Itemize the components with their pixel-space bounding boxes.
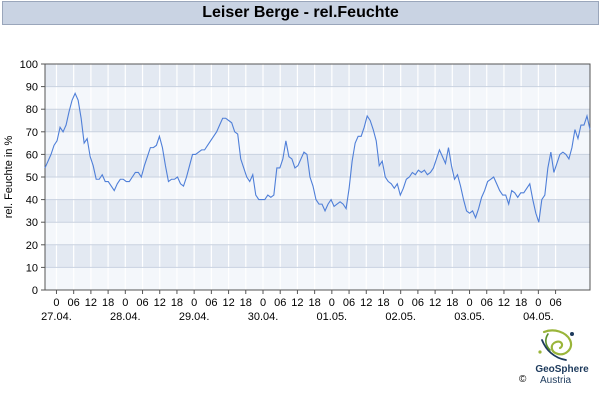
- x-tick-label: 18: [309, 297, 321, 309]
- y-tick-label: 20: [26, 240, 38, 252]
- plot-band: [45, 64, 590, 87]
- x-tick-label: 06: [136, 297, 148, 309]
- logo-name: GeoSphere: [535, 364, 589, 375]
- plot-band: [45, 267, 590, 290]
- date-label: 02.05.: [385, 311, 416, 323]
- copyright-mark: ©: [519, 374, 527, 385]
- chart-title: Leiser Berge - rel.Feuchte: [202, 4, 399, 21]
- y-tick-label: 10: [26, 262, 38, 274]
- x-tick-label: 06: [343, 297, 355, 309]
- x-tick-label: 06: [549, 297, 561, 309]
- y-tick-label: 40: [26, 195, 38, 207]
- x-tick-label: 12: [360, 297, 372, 309]
- y-tick-label: 90: [26, 82, 38, 94]
- date-labels: 27.04. 28.04. 29.04. 30.04. 01.05. 02.05. 03.0…: [41, 311, 553, 323]
- x-tick-label: 06: [205, 297, 217, 309]
- plot-band: [45, 199, 590, 223]
- date-label: 03.05.: [454, 311, 485, 323]
- plot-band: [45, 177, 590, 200]
- x-tick-label: 12: [291, 297, 303, 309]
- y-tick-label: 60: [26, 149, 38, 161]
- x-tick-label: 18: [171, 297, 183, 309]
- plot-band: [45, 244, 590, 268]
- x-tick-label: 18: [446, 297, 458, 309]
- logo-subname: Austria: [540, 375, 572, 386]
- x-tick-label: 0: [398, 297, 404, 309]
- x-tick-label: 0: [466, 297, 472, 309]
- plot-band: [45, 109, 590, 132]
- chart-title-bar: Leiser Berge - rel.Feuchte: [2, 1, 599, 25]
- x-tick-label: 0: [122, 297, 128, 309]
- y-tick-label: 0: [32, 285, 38, 297]
- x-tick-label: 18: [102, 297, 114, 309]
- x-tick-label: 12: [154, 297, 166, 309]
- y-tick-label: 30: [26, 217, 38, 229]
- x-tick-label: 12: [429, 297, 441, 309]
- plot-band: [45, 86, 590, 110]
- plot-band: [45, 154, 590, 177]
- x-tick-label: 06: [68, 297, 80, 309]
- y-tick-label: 50: [26, 172, 38, 184]
- x-tick-label: 12: [498, 297, 510, 309]
- x-tick-label: 0: [191, 297, 197, 309]
- y-tick-label: 70: [26, 127, 38, 139]
- y-axis-label: rel. Feuchte in %: [3, 136, 15, 219]
- plot-band: [45, 222, 590, 245]
- y-axis-ticks: 0 10 20 30 40 50 60 70 80 90 100: [20, 59, 45, 297]
- date-label: 30.04.: [248, 311, 279, 323]
- x-tick-label: 0: [53, 297, 59, 309]
- x-tick-label: 0: [329, 297, 335, 309]
- date-label: 28.04.: [110, 311, 141, 323]
- geosphere-logo: [528, 326, 588, 386]
- x-tick-label: 18: [377, 297, 389, 309]
- x-tick-label: 06: [481, 297, 493, 309]
- x-tick-label: 18: [240, 297, 252, 309]
- date-label: 01.05.: [317, 311, 348, 323]
- x-tick-label: 06: [412, 297, 424, 309]
- x-tick-label: 0: [260, 297, 266, 309]
- plot-band: [45, 131, 590, 155]
- x-tick-label: 06: [274, 297, 286, 309]
- plot-bands: [45, 64, 590, 290]
- x-tick-label: 0: [535, 297, 541, 309]
- logo-swirl-icon: [542, 329, 573, 356]
- x-tick-label: 18: [515, 297, 527, 309]
- y-tick-label: 80: [26, 104, 38, 116]
- date-label: 29.04.: [179, 311, 210, 323]
- x-axis-ticks: 0 06 12 18 0 06 12 18 0 06 12 18 0 06 12 18 0 06 12 18 0 06 12…: [53, 290, 562, 309]
- y-tick-label: 100: [20, 59, 38, 71]
- series-line: [44, 92, 591, 223]
- x-tick-label: 12: [222, 297, 234, 309]
- vertical-grid: [55, 64, 557, 290]
- date-label: 27.04.: [41, 311, 72, 323]
- date-label: 04.05.: [523, 311, 554, 323]
- x-tick-label: 12: [85, 297, 97, 309]
